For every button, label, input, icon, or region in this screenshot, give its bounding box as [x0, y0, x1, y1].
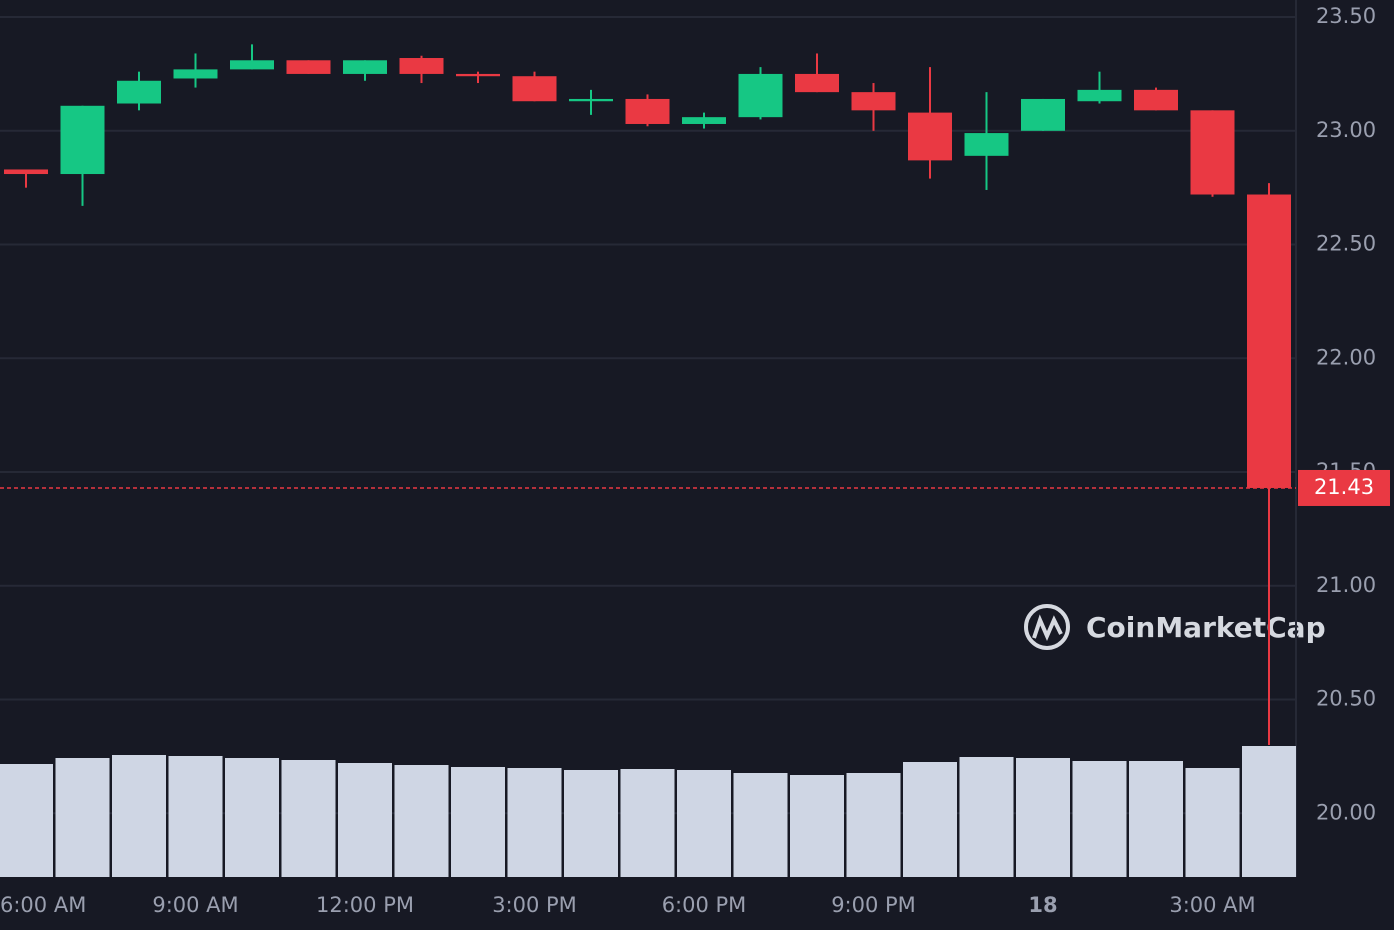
- candle-body: [286, 60, 331, 74]
- volume-bar: [733, 773, 788, 877]
- x-tick-label: 6:00 AM: [0, 893, 86, 917]
- volume-bar: [620, 769, 675, 877]
- x-tick-label: 9:00 PM: [831, 893, 916, 917]
- candle-body: [230, 60, 274, 70]
- volume-bar: [451, 767, 505, 877]
- candle-body: [399, 58, 444, 74]
- volume-bar: [1242, 746, 1296, 877]
- volume-bar: [1072, 761, 1127, 877]
- x-tick-label: 18: [1028, 893, 1057, 917]
- candle-body: [625, 98, 670, 124]
- x-tick-label: 6:00 PM: [662, 893, 747, 917]
- y-tick-label: 21.00: [1316, 573, 1376, 597]
- candle-body: [117, 80, 161, 104]
- candle-body: [60, 105, 105, 175]
- candle-body: [1021, 98, 1065, 131]
- volume-bar: [281, 760, 336, 877]
- candle-body: [4, 169, 48, 175]
- volume-bar: [112, 755, 166, 877]
- candle-body: [1134, 89, 1178, 111]
- candle-body: [343, 60, 387, 74]
- y-tick-label: 22.00: [1316, 345, 1376, 369]
- candle-body: [173, 69, 218, 79]
- volume-bar: [507, 768, 562, 877]
- y-tick-label: 20.00: [1316, 800, 1376, 824]
- watermark-text: CoinMarketCap: [1086, 611, 1326, 644]
- y-tick-label: 22.50: [1316, 232, 1376, 256]
- watermark-logo: [1024, 604, 1070, 650]
- volume-bar: [168, 756, 223, 877]
- y-tick-label: 23.50: [1316, 4, 1376, 28]
- x-tick-label: 12:00 PM: [316, 893, 414, 917]
- candle-body: [1247, 194, 1291, 488]
- volume-bar: [1129, 761, 1183, 877]
- logo-ring: [1024, 604, 1070, 650]
- y-tick-label: 23.00: [1316, 118, 1376, 142]
- volume-bar: [564, 770, 618, 877]
- x-tick-label: 3:00 AM: [1169, 893, 1255, 917]
- candle-body: [964, 133, 1009, 156]
- candle-body: [738, 73, 783, 118]
- volume-bar: [0, 764, 53, 877]
- candle-body: [1077, 89, 1122, 102]
- volume-bar: [790, 775, 844, 877]
- volume-bar: [677, 770, 731, 877]
- last-price-label: 21.43: [1314, 475, 1374, 499]
- volume-bar: [225, 758, 279, 877]
- candle-body: [851, 92, 896, 111]
- candle-body: [1190, 110, 1235, 195]
- y-tick-label: 20.50: [1316, 687, 1376, 711]
- volume-bar: [903, 762, 957, 877]
- volume-bar: [394, 765, 449, 877]
- candle-body: [682, 117, 726, 124]
- x-tick-label: 9:00 AM: [152, 893, 238, 917]
- volume-bar: [959, 757, 1014, 877]
- candle-body: [908, 112, 952, 161]
- last-price-box: [1298, 469, 1390, 506]
- volume-bar: [1016, 758, 1070, 877]
- logo-m: [1032, 614, 1063, 641]
- candle-body: [512, 76, 557, 102]
- volume-bar: [846, 773, 901, 877]
- candle-body: [456, 73, 500, 77]
- candle-body: [569, 98, 613, 102]
- x-tick-label: 3:00 PM: [492, 893, 577, 917]
- volume-bar: [1185, 768, 1240, 877]
- volume-bar: [338, 763, 392, 877]
- candle-body: [795, 73, 839, 93]
- volume-bar: [55, 758, 110, 877]
